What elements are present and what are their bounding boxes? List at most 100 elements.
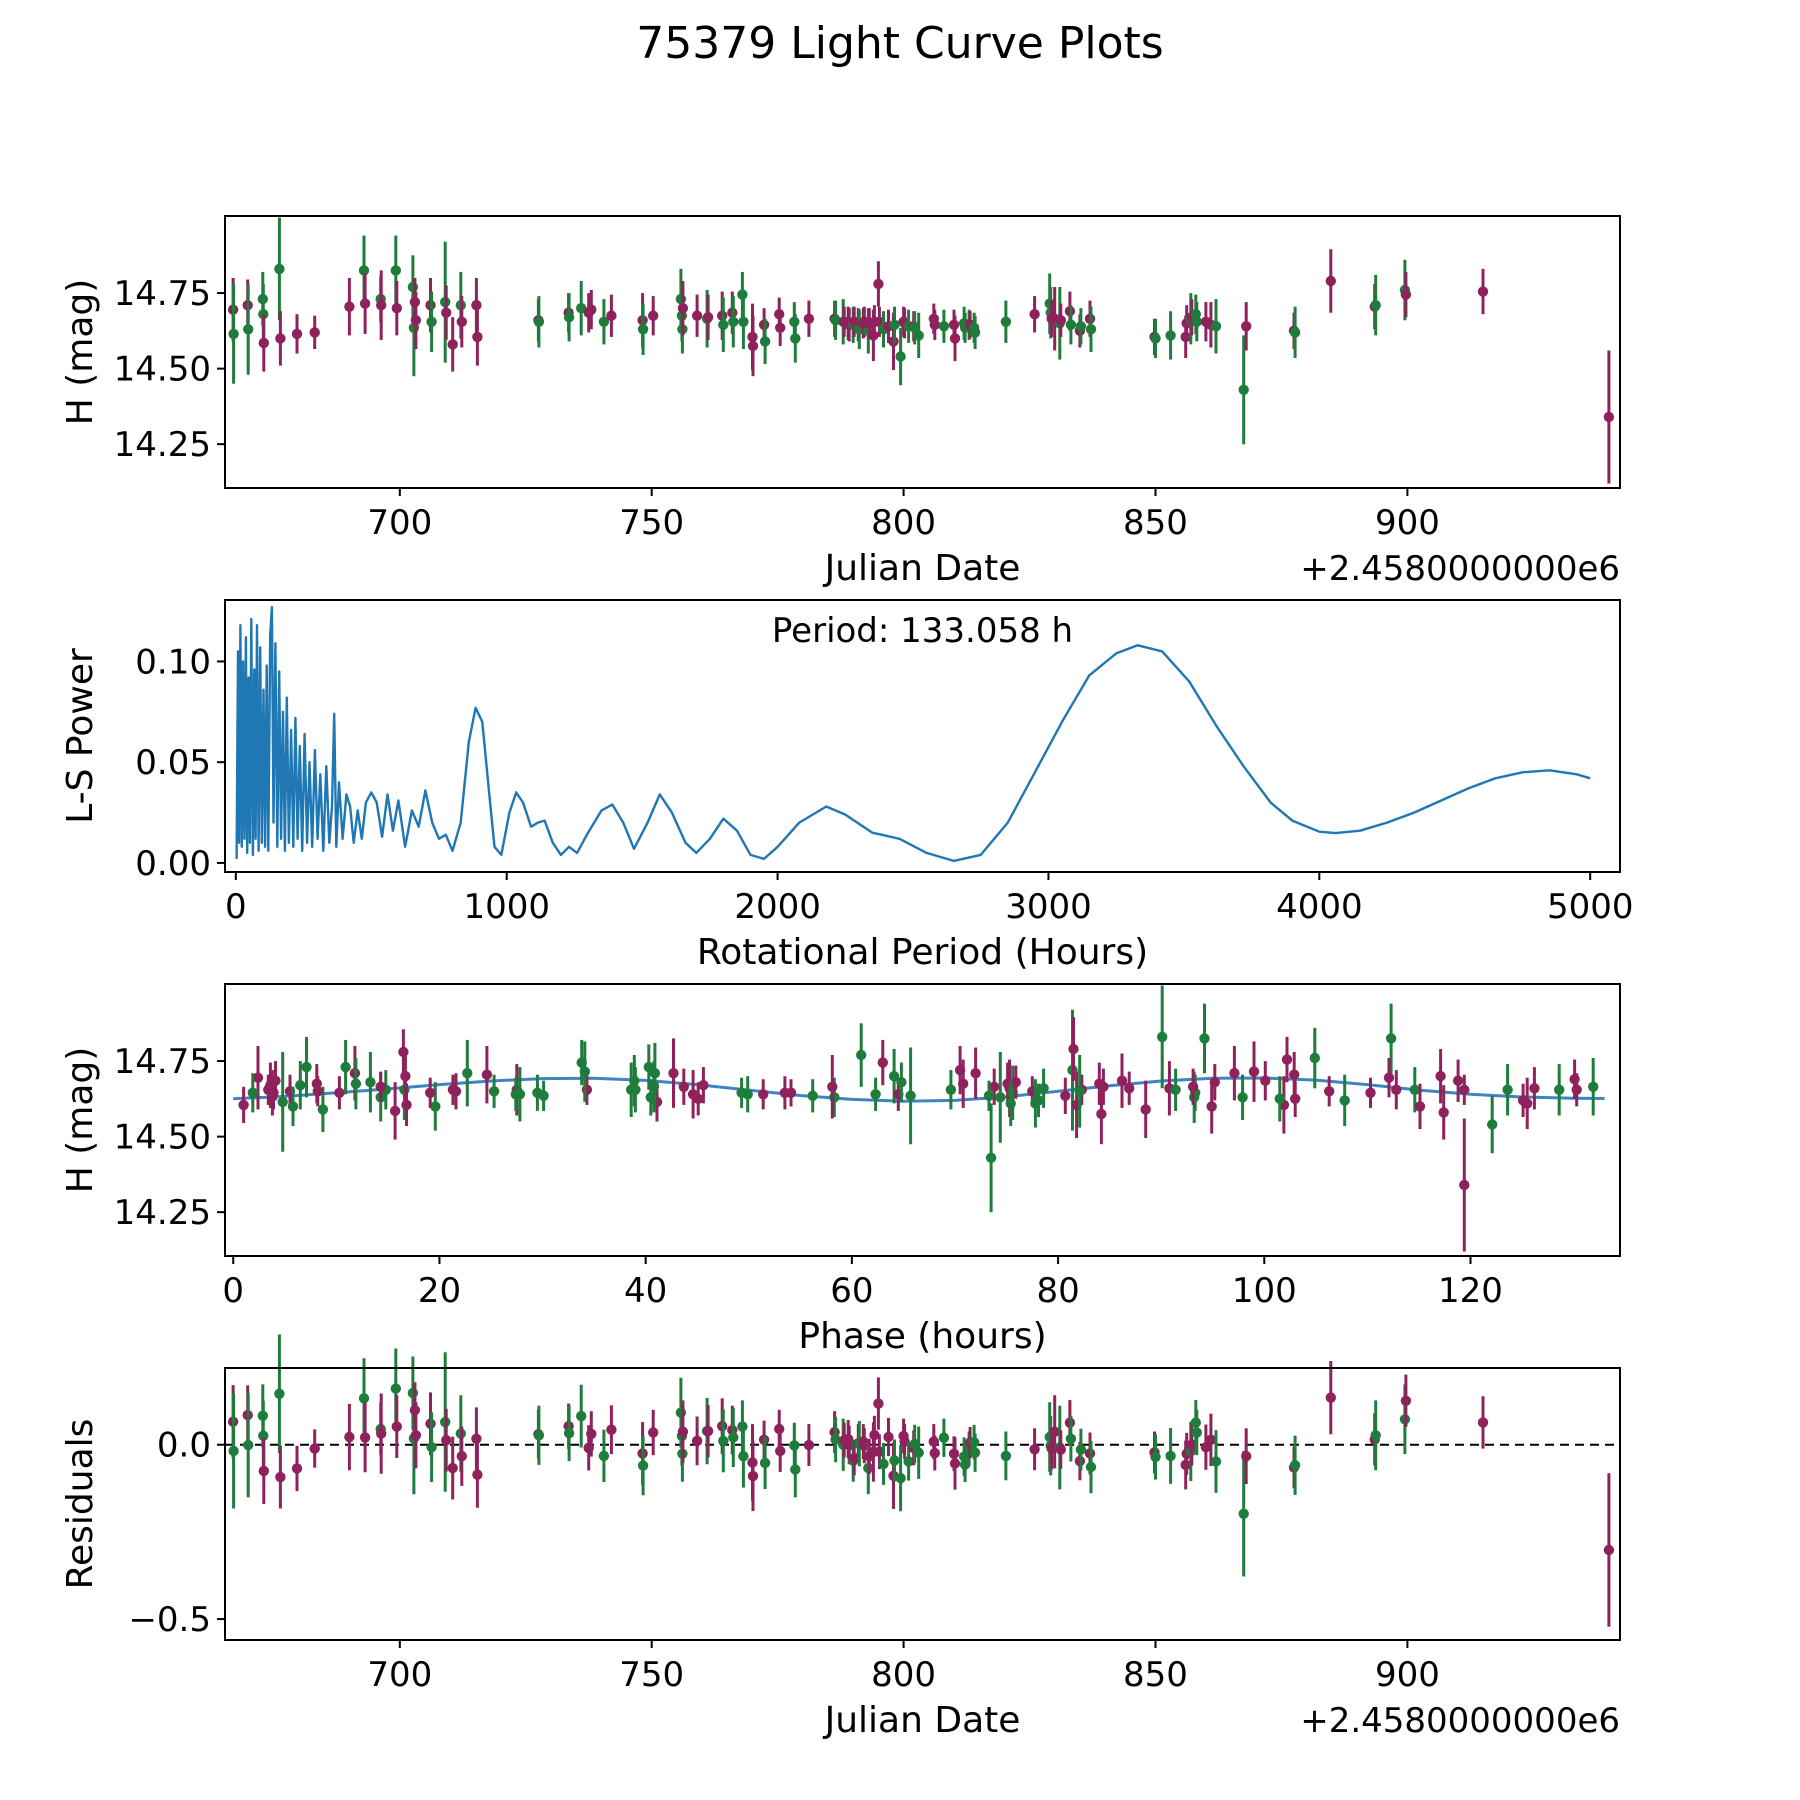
data-point — [1477, 286, 1489, 297]
data-point — [514, 1089, 526, 1100]
data-point — [258, 337, 269, 349]
y-tick-label: 0.00 — [135, 844, 211, 884]
data-point — [1085, 1461, 1097, 1473]
data-point — [1241, 1451, 1252, 1462]
data-point — [462, 1068, 473, 1079]
data-point — [698, 1080, 709, 1091]
data-point — [228, 328, 239, 340]
data-point — [1603, 1544, 1615, 1556]
data-point — [1055, 315, 1067, 326]
data-point — [581, 1084, 593, 1096]
data-point — [637, 1460, 649, 1471]
data-point — [896, 1077, 907, 1088]
data-point — [334, 1087, 345, 1099]
data-point — [803, 1439, 815, 1451]
data-point — [1049, 1426, 1060, 1438]
data-point — [913, 1447, 924, 1458]
data-point — [1522, 1098, 1533, 1109]
data-point — [949, 333, 961, 344]
data-point — [989, 1081, 1000, 1093]
data-point — [728, 316, 739, 327]
data-point — [970, 1068, 981, 1079]
data-point — [1170, 1084, 1181, 1096]
panel-residuals: 700 750 800 850 900 −0.5 0.0 Julian Date +2.4580… — [60, 1334, 1621, 1741]
data-point — [358, 265, 370, 276]
data-point — [929, 319, 940, 330]
data-point — [759, 336, 771, 347]
data-point — [228, 1445, 239, 1457]
data-point — [1085, 324, 1097, 335]
data-point — [1150, 1451, 1161, 1463]
data-point — [1238, 1508, 1249, 1520]
data-point — [426, 316, 437, 327]
data-point — [1289, 327, 1301, 338]
period-annotation: Period: 133.058 h — [772, 611, 1073, 651]
data-point — [830, 1434, 841, 1445]
figure-title: 75379 Light Curve Plots — [636, 18, 1164, 69]
data-points — [238, 985, 1599, 1252]
x-tick-label: 0 — [222, 1271, 244, 1311]
data-point — [598, 316, 610, 327]
data-point — [375, 1081, 386, 1093]
x-tick-label: 3000 — [1005, 887, 1092, 927]
data-point — [1309, 1052, 1321, 1064]
data-point — [471, 300, 482, 311]
data-point — [576, 1410, 587, 1422]
data-point — [1487, 1119, 1498, 1130]
data-point — [1290, 1093, 1301, 1105]
x-tick-label: 100 — [1232, 1271, 1297, 1311]
data-point — [1010, 1077, 1021, 1088]
data-point — [238, 1099, 249, 1111]
data-point — [1074, 1086, 1085, 1097]
data-point — [995, 1092, 1006, 1103]
data-point — [400, 1071, 411, 1082]
data-point — [287, 1101, 299, 1112]
data-point — [1391, 1084, 1402, 1096]
data-point — [317, 1104, 329, 1115]
data-point — [1477, 1417, 1489, 1428]
data-point — [775, 1445, 786, 1457]
data-point — [1400, 289, 1412, 300]
y-tick-label: 0.10 — [135, 642, 211, 682]
data-point — [1365, 1087, 1376, 1099]
data-point — [538, 1090, 549, 1102]
data-point — [1370, 1430, 1381, 1441]
data-point — [295, 1080, 306, 1091]
data-point — [949, 1458, 961, 1469]
data-point — [1248, 1066, 1260, 1077]
data-point — [1452, 1075, 1464, 1086]
data-point — [1038, 1083, 1049, 1094]
data-points — [227, 217, 1615, 484]
y-tick-label: 14.50 — [114, 350, 211, 390]
data-point — [1165, 330, 1176, 341]
data-point — [563, 1428, 575, 1439]
data-point — [1438, 1107, 1449, 1118]
data-point — [1571, 1084, 1582, 1096]
data-point — [243, 1439, 254, 1451]
x-tick-label: 900 — [1375, 1655, 1440, 1695]
data-point — [895, 1473, 906, 1484]
data-point — [267, 1087, 278, 1099]
axes-frame — [224, 599, 1621, 873]
data-point — [274, 1388, 285, 1400]
data-point — [1065, 1433, 1077, 1445]
data-point — [1385, 1033, 1397, 1044]
data-point — [471, 1433, 482, 1445]
data-point — [1229, 1068, 1240, 1079]
x-tick-label: 5000 — [1547, 887, 1634, 927]
data-point — [629, 1075, 640, 1086]
data-point — [870, 1089, 881, 1100]
data-point — [1289, 1069, 1300, 1080]
x-tick-label: 850 — [1123, 1655, 1188, 1695]
data-point — [1005, 1098, 1016, 1109]
data-point — [687, 1089, 699, 1100]
x-offset-label: +2.4580000000e6 — [1300, 1701, 1620, 1741]
data-point — [1409, 1084, 1421, 1096]
data-point — [472, 1469, 483, 1480]
data-point — [702, 1425, 714, 1437]
data-point — [533, 316, 545, 327]
data-point — [1209, 1077, 1221, 1088]
data-point — [410, 1430, 422, 1441]
